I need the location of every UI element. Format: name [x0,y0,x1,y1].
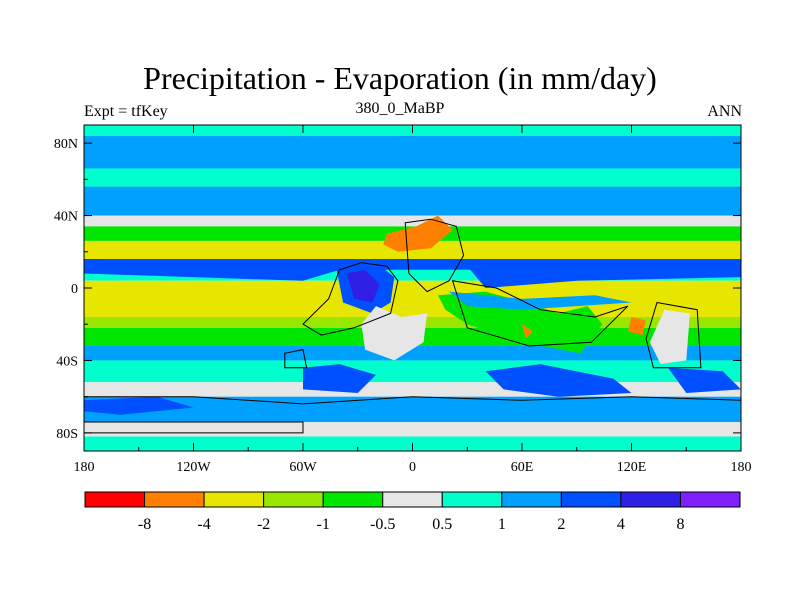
y-tick-label: 40N [54,210,78,225]
land-outline [84,396,741,451]
neutral-region [361,306,428,361]
season-label: ANN [707,103,742,120]
field-band [84,168,741,187]
axis-ticks: 180 120W 60W 0 60E 120E 180 80N 40N 0 40S 80S [54,125,752,475]
field-band [84,135,741,169]
colorbar-label: -0.5 [370,516,395,533]
land-outline [645,301,702,369]
field-band [84,186,741,216]
land-outline [451,280,629,347]
x-tick-label: 180 [731,460,752,475]
x-tick-label: 60W [289,460,317,475]
y-tick-label: 80N [54,137,78,152]
colorbar-swatch [84,491,146,508]
colorbar-swatch [620,491,681,508]
colorbar-label: 4 [617,516,625,533]
wet-band [449,291,632,310]
y-tick-label: 40S [56,354,78,369]
x-tick-label: 120W [176,460,211,475]
plot-title: Precipitation - Evaporation (in mm/day) [143,60,657,96]
land-outline [284,349,308,369]
wet-band [84,259,340,281]
y-tick-label: 80S [56,427,78,442]
colorbar-swatch [263,491,324,508]
colorbar-swatch [679,491,741,508]
y-tick-label: 0 [71,282,78,297]
land-outline [302,262,399,336]
colorbar-label: -4 [197,516,210,533]
continent-fields [84,215,741,415]
field-bands [84,125,741,451]
land-outline [84,421,304,434]
colorbar-label: 0.5 [432,516,452,533]
field-band [84,382,741,397]
colorbar: -8 -4 -2 -1 -0.5 0.5 1 2 4 8 [84,491,741,533]
time-label: 380_0_MaBP [355,100,445,117]
field-band [84,259,741,270]
neutral-region [649,309,690,365]
colorbar-label: -1 [317,516,330,533]
colorbar-label: -2 [257,516,270,533]
colorbar-label: 1 [498,516,506,533]
wet-region [668,367,741,393]
colorbar-swatch [203,491,265,508]
field-band [84,280,741,317]
colorbar-label: 8 [676,516,684,533]
dry-spot [627,317,647,336]
wet-band [467,262,741,288]
x-tick-label: 60E [511,460,534,475]
field-band [84,269,741,281]
wet-region [84,396,194,415]
land-outline [404,218,465,293]
x-tick-label: 180 [74,460,95,475]
field-band [84,422,741,437]
field-band [84,396,741,423]
field-band [84,360,741,383]
colorbar-label: 2 [557,516,565,533]
colorbar-swatch [144,491,205,508]
colorbar-swatch [560,491,622,508]
x-tick-label: 120E [617,460,647,475]
wet-region [485,364,632,397]
colorbar-swatch [501,491,562,508]
dry-region [383,215,453,252]
colorbar-label: -8 [138,516,151,533]
wet-region [303,364,376,393]
colorbar-swatch [322,491,384,508]
field-band [84,215,741,227]
dry-spot [522,324,533,339]
dry-region-south [438,291,603,354]
x-tick-label: 0 [409,460,416,475]
wet-core [346,269,380,303]
colorbar-swatch [441,491,503,508]
land-outlines [84,218,741,451]
colorbar-swatch [382,491,443,508]
experiment-label: Expt = tfKey [84,103,168,120]
